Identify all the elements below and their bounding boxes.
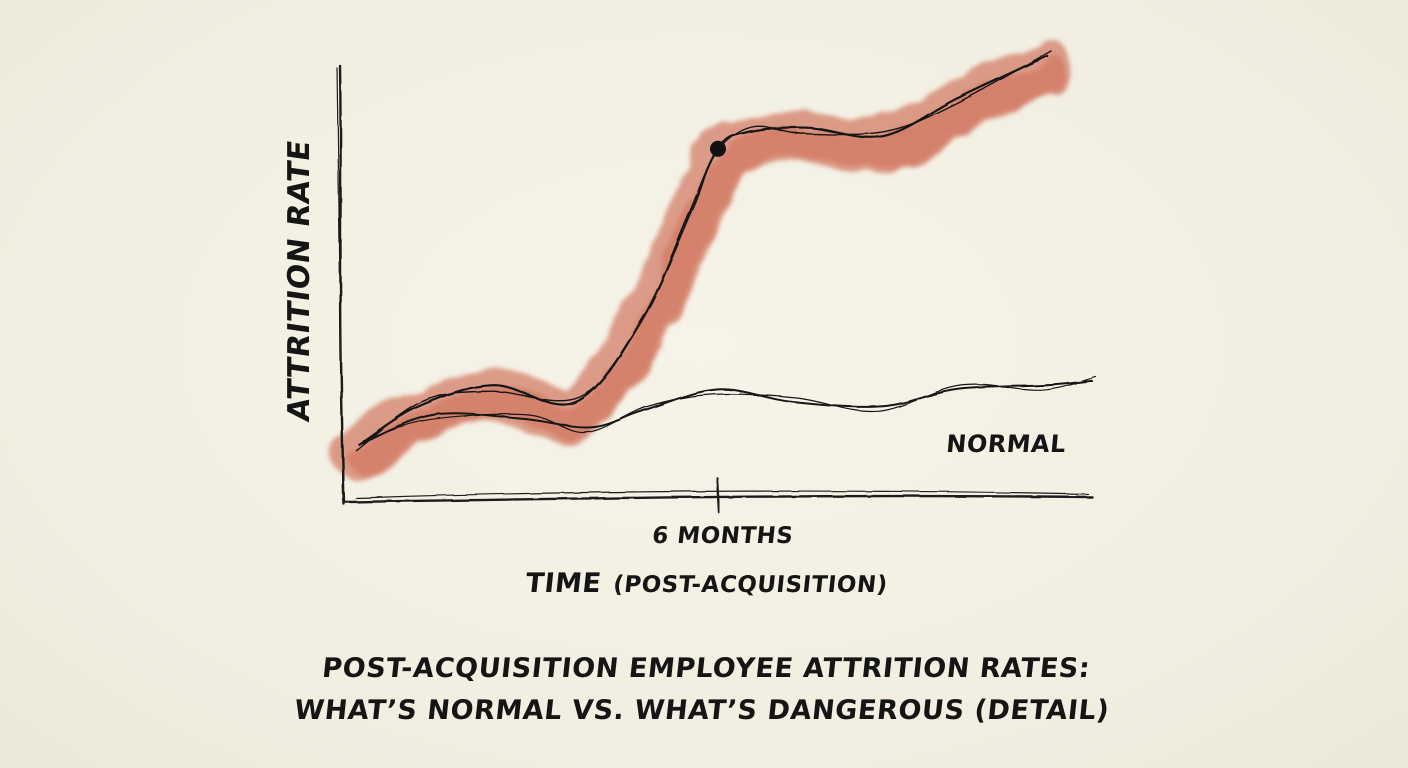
- dangerous-point: [806, 126, 809, 129]
- x-tick: [715, 476, 721, 514]
- series-dangerous: [333, 40, 1074, 481]
- normal-point: [642, 409, 645, 412]
- normal-point: [791, 400, 794, 404]
- normal-series-label: NORMAL: [945, 430, 1067, 458]
- normal-point: [716, 388, 720, 391]
- normal-point: [522, 417, 525, 420]
- transition-marker-dot: [710, 140, 726, 157]
- y-axis-second-stroke: [336, 67, 344, 501]
- dangerous-point: [881, 135, 884, 138]
- chart-title-line-2: WHAT’S NORMAL VS. WHAT’S DANGEROUS (DETA…: [292, 695, 1111, 726]
- chart-title: POST-ACQUISITION EMPLOYEE ATTRITION RATE…: [0, 648, 1408, 732]
- x-axis-label: TIME (POST-ACQUISITION): [524, 568, 889, 599]
- normal-point: [432, 413, 435, 416]
- dangerous-point: [956, 97, 959, 100]
- normal-point: [1046, 384, 1049, 387]
- axes: [336, 64, 1094, 506]
- x-axis: [342, 494, 1094, 504]
- dangerous-line-sketch: [355, 50, 1052, 451]
- x-axis-label-paren: (POST-ACQUISITION): [612, 572, 889, 598]
- normal-point: [956, 388, 959, 391]
- dangerous-point: [417, 405, 420, 408]
- x-axis-second-stroke: [355, 490, 1089, 499]
- normal-line-sketch: [362, 376, 1097, 441]
- normal-point: [881, 405, 884, 408]
- dangerous-point: [686, 215, 690, 218]
- dangerous-ink-lines: [355, 50, 1052, 451]
- series-normal: [357, 376, 1097, 446]
- x-axis-label-main: TIME: [524, 568, 603, 599]
- dangerous-point: [574, 400, 578, 404]
- y-axis-label: ATTRITION RATE: [282, 138, 317, 424]
- dangerous-point: [642, 316, 645, 319]
- x-tick-label: 6 MONTHS: [651, 523, 795, 549]
- dangerous-point: [746, 130, 750, 134]
- normal-point: [589, 426, 592, 429]
- normal-point: [1090, 379, 1094, 382]
- chart-title-line-1: POST-ACQUISITION EMPLOYEE ATTRITION RATE…: [320, 653, 1092, 684]
- dangerous-watercolor-core: [350, 57, 1069, 476]
- dangerous-point: [492, 384, 495, 387]
- dangerous-point: [1045, 54, 1049, 58]
- normal-point: [357, 443, 361, 446]
